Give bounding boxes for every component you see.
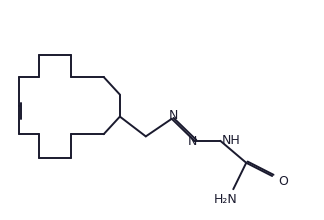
- Text: N: N: [188, 135, 197, 149]
- Text: NH: NH: [222, 134, 241, 147]
- Text: N: N: [169, 109, 178, 122]
- Text: H₂N: H₂N: [213, 192, 237, 206]
- Text: O: O: [279, 175, 288, 188]
